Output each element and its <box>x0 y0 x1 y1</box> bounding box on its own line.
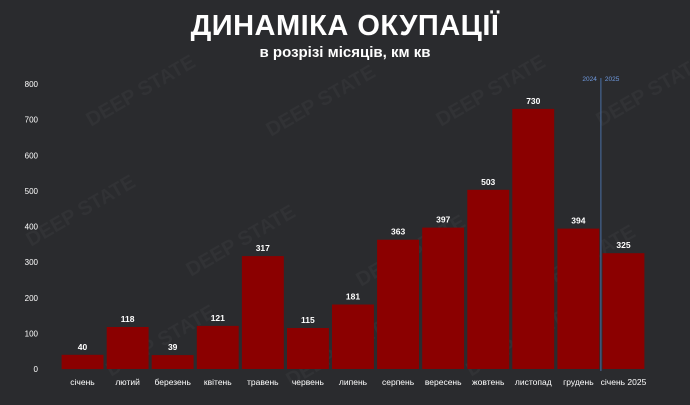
data-label: 397 <box>436 215 450 225</box>
x-tick-label: травень <box>247 377 279 387</box>
bar <box>196 325 239 369</box>
chart-subtitle: в розрізі місяців, км кв <box>259 44 431 61</box>
year-label-2025: 2025 <box>605 76 620 83</box>
year-label-2024: 2024 <box>582 76 597 83</box>
x-tick-label: березень <box>154 377 191 387</box>
x-tick-label: квітень <box>204 377 232 387</box>
bar <box>61 354 104 370</box>
bar <box>467 189 510 369</box>
data-label: 317 <box>256 243 270 253</box>
data-label: 118 <box>121 314 135 324</box>
x-tick-label: вересень <box>425 377 462 387</box>
data-label: 121 <box>211 313 225 323</box>
data-label: 730 <box>526 96 540 106</box>
x-tick-label: листопад <box>515 377 552 387</box>
x-tick-label: грудень <box>563 377 594 387</box>
y-tick-label: 800 <box>25 80 39 89</box>
bar <box>602 253 645 369</box>
chart-title: ДИНАМІКА ОКУПАЦІЇ <box>190 10 500 42</box>
x-tick-label: січень <box>70 377 95 387</box>
data-label: 394 <box>571 216 585 226</box>
data-label: 325 <box>616 240 630 250</box>
bar <box>151 355 194 369</box>
y-tick-label: 700 <box>25 116 39 125</box>
bar <box>241 256 284 369</box>
bar <box>512 108 555 370</box>
x-tick-label: жовтень <box>472 377 505 387</box>
y-tick-label: 100 <box>25 329 39 338</box>
y-tick-label: 0 <box>34 365 39 374</box>
bar <box>106 327 149 369</box>
y-tick-label: 500 <box>25 187 39 196</box>
y-tick-label: 600 <box>25 151 39 160</box>
y-tick-label: 200 <box>25 294 39 303</box>
bar <box>377 239 419 369</box>
y-tick-label: 300 <box>25 258 39 267</box>
x-tick-label: червень <box>292 377 325 387</box>
y-tick-label: 400 <box>25 223 39 232</box>
data-label: 503 <box>481 177 495 187</box>
data-label: 363 <box>391 227 405 237</box>
bar <box>287 328 329 369</box>
data-label: 39 <box>168 342 178 352</box>
bar <box>557 228 600 369</box>
x-tick-label: лютий <box>115 377 140 387</box>
bar <box>422 227 465 369</box>
x-tick-label: січень 2025 <box>601 377 647 387</box>
data-label: 40 <box>78 342 88 352</box>
bar <box>332 304 374 369</box>
x-tick-label: серпень <box>382 377 415 387</box>
x-tick-label: липень <box>339 377 368 387</box>
data-label: 115 <box>301 315 315 325</box>
data-label: 181 <box>346 292 360 302</box>
